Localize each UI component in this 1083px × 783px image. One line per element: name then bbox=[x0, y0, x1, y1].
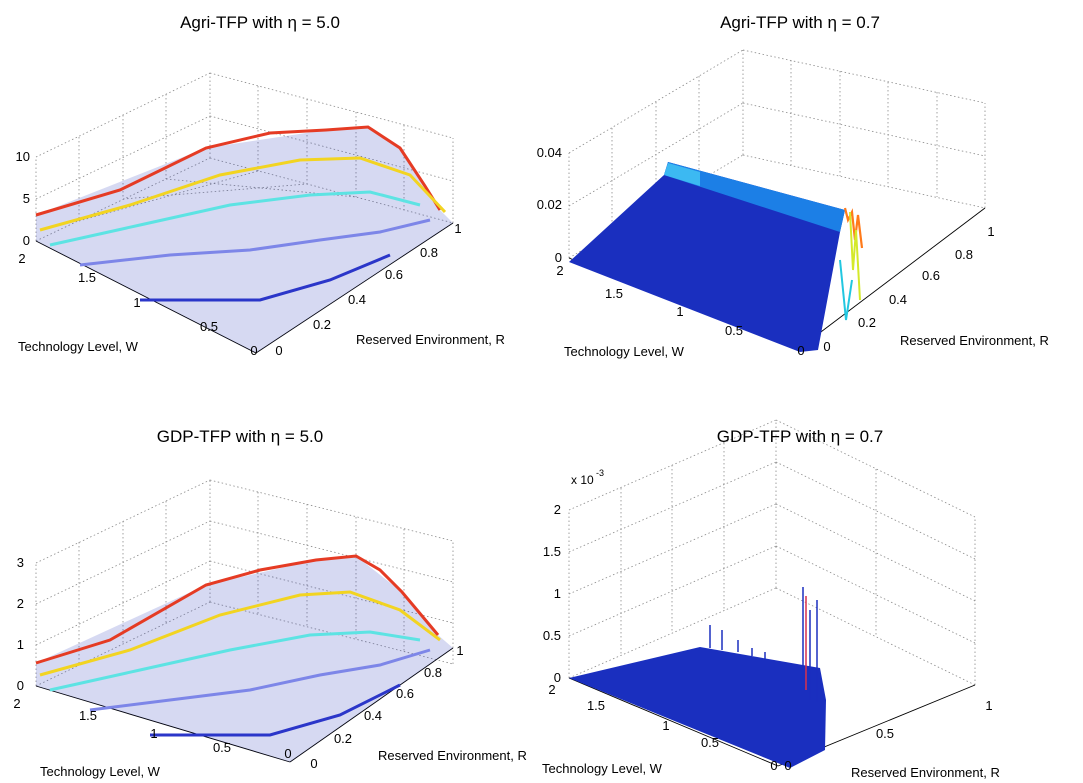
x-tick-2-4: 2 bbox=[556, 263, 563, 278]
x-tick-2-2: 1 bbox=[676, 304, 683, 319]
y-tick-1-5: 1 bbox=[454, 221, 461, 236]
z-tick-4-4: 2 bbox=[554, 502, 561, 517]
y-tick-3-5: 1 bbox=[456, 643, 463, 658]
y-tick-2-1: 0.2 bbox=[858, 315, 876, 330]
grid-lines-1 bbox=[35, 72, 454, 242]
y-tick-3-4: 0.8 bbox=[424, 665, 442, 680]
x-tick-3-2: 1 bbox=[150, 726, 157, 741]
chart-agri-tfp-eta-0-7: Agri-TFP with η = 0.7 0 0.02 0.04 0 0.5 … bbox=[537, 13, 1049, 359]
x-tick-1-4: 2 bbox=[18, 251, 25, 266]
x-axis-label-3: Technology Level, W bbox=[40, 764, 161, 779]
surface-1 bbox=[35, 125, 453, 353]
surface-3 bbox=[35, 554, 453, 762]
z-tick-3-1: 1 bbox=[17, 637, 24, 652]
y-tick-1-1: 0.2 bbox=[313, 317, 331, 332]
y-tick-1-4: 0.8 bbox=[420, 245, 438, 260]
x-tick-2-0: 0 bbox=[797, 343, 804, 358]
x-tick-2-3: 1.5 bbox=[605, 286, 623, 301]
x-axis-label-1: Technology Level, W bbox=[18, 339, 139, 354]
y-tick-1-3: 0.6 bbox=[385, 267, 403, 282]
axes-box-3 bbox=[35, 647, 454, 763]
z-multiplier-exponent: -3 bbox=[596, 468, 604, 478]
x-axis-label-4: Technology Level, W bbox=[542, 761, 663, 776]
z-tick-1-0: 0 bbox=[23, 233, 30, 248]
surface-2 bbox=[569, 162, 864, 352]
y-tick-1-2: 0.4 bbox=[348, 292, 366, 307]
z-tick-2-0: 0 bbox=[555, 250, 562, 265]
chart-gdp-tfp-eta-0-7: GDP-TFP with η = 0.7 x 10 -3 0 0.5 1 1.5… bbox=[542, 419, 1000, 780]
z-tick-2-2: 0.04 bbox=[537, 145, 562, 160]
z-multiplier: x 10 bbox=[571, 473, 594, 487]
x-tick-3-0: 0 bbox=[284, 746, 291, 761]
x-tick-3-4: 2 bbox=[13, 696, 20, 711]
x-tick-4-2: 1 bbox=[662, 718, 669, 733]
chart-title-4: GDP-TFP with η = 0.7 bbox=[717, 427, 883, 446]
z-tick-3-3: 3 bbox=[17, 555, 24, 570]
x-axis-label-2: Technology Level, W bbox=[564, 344, 685, 359]
y-tick-4-0: 0 bbox=[784, 758, 791, 773]
x-tick-4-3: 1.5 bbox=[587, 698, 605, 713]
x-tick-1-1: 0.5 bbox=[200, 319, 218, 334]
z-tick-1-1: 5 bbox=[23, 191, 30, 206]
z-tick-4-3: 1.5 bbox=[543, 544, 561, 559]
y-tick-4-1: 0.5 bbox=[876, 726, 894, 741]
chart-title-2: Agri-TFP with η = 0.7 bbox=[720, 13, 880, 32]
x-tick-2-1: 0.5 bbox=[725, 323, 743, 338]
y-tick-2-2: 0.4 bbox=[889, 292, 907, 307]
y-tick-2-5: 1 bbox=[987, 224, 994, 239]
y-axis-label-2: Reserved Environment, R bbox=[900, 333, 1049, 348]
chart-title-3: GDP-TFP with η = 5.0 bbox=[157, 427, 323, 446]
y-tick-3-0: 0 bbox=[310, 756, 317, 771]
z-tick-4-0: 0 bbox=[554, 670, 561, 685]
y-tick-3-3: 0.6 bbox=[396, 686, 414, 701]
z-tick-3-2: 2 bbox=[17, 596, 24, 611]
y-axis-label-4: Reserved Environment, R bbox=[851, 765, 1000, 780]
y-tick-2-4: 0.8 bbox=[955, 247, 973, 262]
x-tick-1-2: 1 bbox=[133, 295, 140, 310]
surface-4 bbox=[569, 587, 826, 768]
x-tick-1-0: 0 bbox=[250, 343, 257, 358]
y-tick-2-0: 0 bbox=[823, 339, 830, 354]
x-tick-1-3: 1.5 bbox=[78, 270, 96, 285]
y-tick-4-2: 1 bbox=[985, 698, 992, 713]
z-tick-2-1: 0.02 bbox=[537, 197, 562, 212]
z-tick-4-2: 1 bbox=[554, 586, 561, 601]
x-tick-3-1: 0.5 bbox=[213, 740, 231, 755]
chart-title-1: Agri-TFP with η = 5.0 bbox=[180, 13, 340, 32]
y-axis-label-1: Reserved Environment, R bbox=[356, 332, 505, 347]
y-axis-label-3: Reserved Environment, R bbox=[378, 748, 527, 763]
y-tick-1-0: 0 bbox=[275, 343, 282, 358]
y-tick-3-2: 0.4 bbox=[364, 708, 382, 723]
z-tick-3-0: 0 bbox=[17, 678, 24, 693]
x-tick-3-3: 1.5 bbox=[79, 708, 97, 723]
x-tick-4-4: 2 bbox=[548, 682, 555, 697]
y-tick-3-1: 0.2 bbox=[334, 731, 352, 746]
chart-gdp-tfp-eta-5: GDP-TFP with η = 5.0 0 1 2 3 0 0.5 1 1.5… bbox=[13, 427, 526, 779]
z-tick-4-1: 0.5 bbox=[543, 628, 561, 643]
chart-agri-tfp-eta-5: Agri-TFP with η = 5.0 0 5 10 0 0.5 1 1.5… bbox=[16, 13, 505, 358]
x-tick-4-0: 0 bbox=[770, 758, 777, 773]
y-tick-2-3: 0.6 bbox=[922, 268, 940, 283]
x-tick-4-1: 0.5 bbox=[701, 735, 719, 750]
z-tick-1-2: 10 bbox=[16, 149, 30, 164]
axes-box-1 bbox=[35, 222, 454, 354]
grid-lines-4 bbox=[568, 419, 976, 686]
